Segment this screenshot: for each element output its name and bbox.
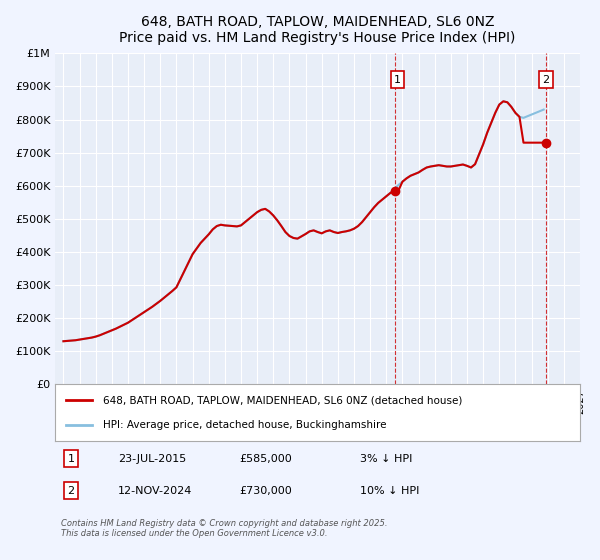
- Text: 1: 1: [68, 454, 74, 464]
- Text: Contains HM Land Registry data © Crown copyright and database right 2025.
This d: Contains HM Land Registry data © Crown c…: [61, 519, 387, 538]
- Text: 10% ↓ HPI: 10% ↓ HPI: [359, 486, 419, 496]
- Text: £730,000: £730,000: [239, 486, 292, 496]
- Text: 648, BATH ROAD, TAPLOW, MAIDENHEAD, SL6 0NZ (detached house): 648, BATH ROAD, TAPLOW, MAIDENHEAD, SL6 …: [103, 395, 462, 405]
- Title: 648, BATH ROAD, TAPLOW, MAIDENHEAD, SL6 0NZ
Price paid vs. HM Land Registry's Ho: 648, BATH ROAD, TAPLOW, MAIDENHEAD, SL6 …: [119, 15, 516, 45]
- Text: 2: 2: [68, 486, 74, 496]
- Text: HPI: Average price, detached house, Buckinghamshire: HPI: Average price, detached house, Buck…: [103, 420, 386, 430]
- Text: 23-JUL-2015: 23-JUL-2015: [118, 454, 187, 464]
- Text: 2: 2: [542, 75, 550, 85]
- Text: 3% ↓ HPI: 3% ↓ HPI: [359, 454, 412, 464]
- Text: 12-NOV-2024: 12-NOV-2024: [118, 486, 193, 496]
- Text: 1: 1: [394, 75, 401, 85]
- Text: £585,000: £585,000: [239, 454, 292, 464]
